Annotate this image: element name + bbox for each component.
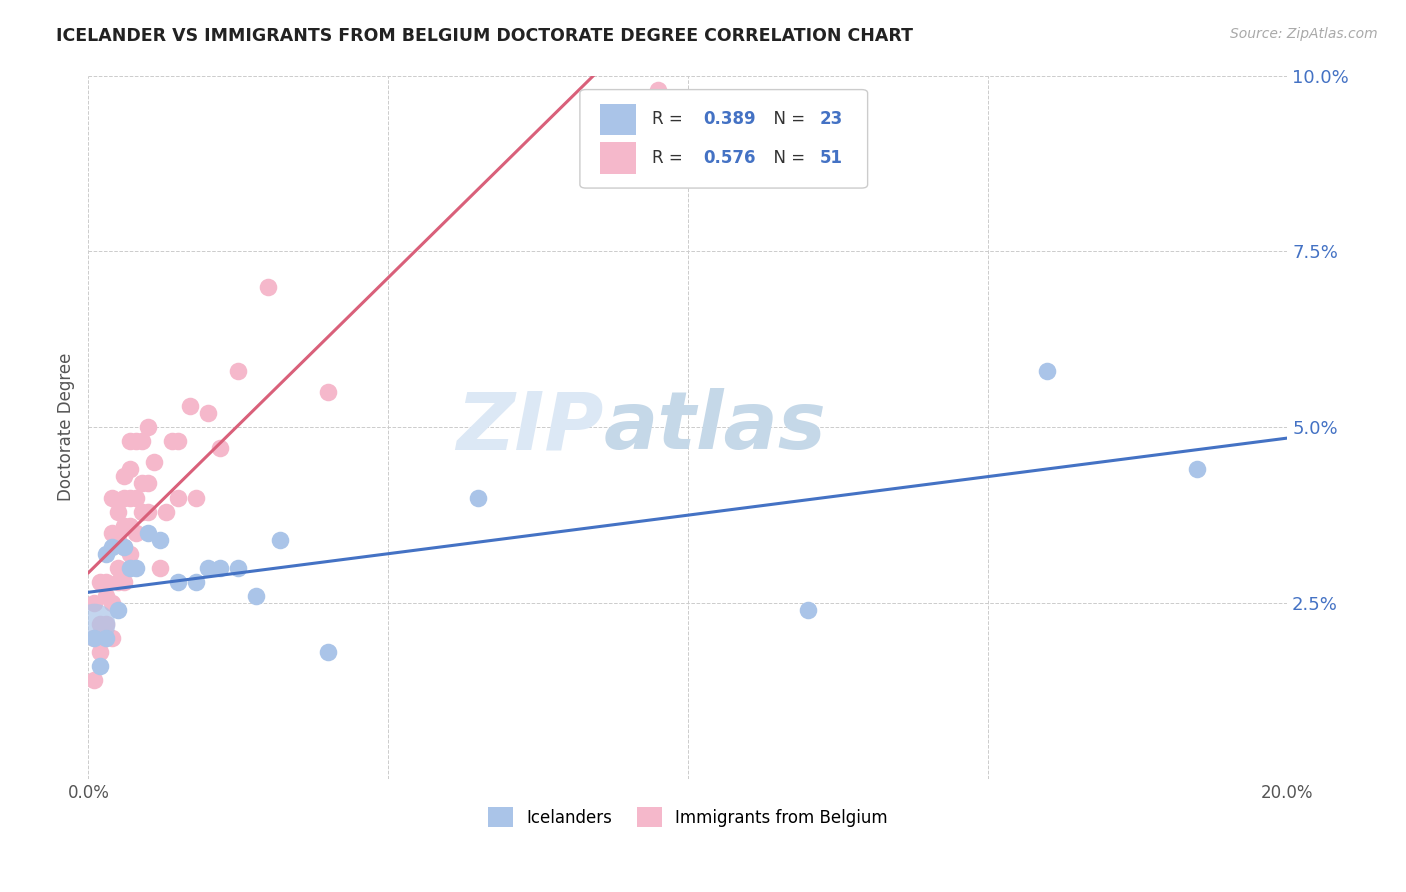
- Point: [120, 518, 142, 533]
- Point: [226, 561, 249, 575]
- Point: [96, 589, 118, 603]
- Point: [647, 82, 669, 96]
- Point: [89, 659, 111, 673]
- Point: [136, 476, 159, 491]
- Point: [83, 673, 105, 688]
- Point: [112, 574, 135, 589]
- Point: [186, 491, 208, 505]
- Point: [96, 632, 118, 646]
- Point: [162, 434, 184, 449]
- Point: [107, 603, 129, 617]
- Text: 23: 23: [820, 110, 844, 128]
- Point: [125, 525, 148, 540]
- Point: [131, 434, 153, 449]
- Point: [112, 491, 135, 505]
- Point: [155, 505, 177, 519]
- Text: atlas: atlas: [603, 388, 827, 467]
- Point: [467, 491, 489, 505]
- Point: [112, 518, 135, 533]
- Point: [83, 632, 105, 646]
- Text: ICELANDER VS IMMIGRANTS FROM BELGIUM DOCTORATE DEGREE CORRELATION CHART: ICELANDER VS IMMIGRANTS FROM BELGIUM DOC…: [56, 27, 914, 45]
- Point: [112, 469, 135, 483]
- Point: [167, 491, 190, 505]
- Point: [136, 525, 159, 540]
- Point: [107, 533, 129, 547]
- Legend: Icelanders, Immigrants from Belgium: Icelanders, Immigrants from Belgium: [481, 800, 894, 834]
- Point: [107, 574, 129, 589]
- Point: [101, 525, 124, 540]
- Point: [83, 632, 105, 646]
- Point: [120, 491, 142, 505]
- Point: [143, 455, 166, 469]
- Text: 51: 51: [820, 149, 842, 167]
- Point: [136, 505, 159, 519]
- Point: [101, 491, 124, 505]
- Point: [245, 589, 267, 603]
- Point: [96, 617, 118, 632]
- Text: ZIP: ZIP: [457, 388, 603, 467]
- Point: [107, 561, 129, 575]
- Point: [197, 561, 219, 575]
- Point: [796, 603, 818, 617]
- Text: N =: N =: [763, 149, 811, 167]
- Point: [316, 385, 339, 400]
- Point: [83, 617, 105, 632]
- Point: [197, 406, 219, 420]
- Point: [83, 596, 105, 610]
- Text: Source: ZipAtlas.com: Source: ZipAtlas.com: [1230, 27, 1378, 41]
- Point: [125, 561, 148, 575]
- Point: [131, 505, 153, 519]
- Point: [89, 574, 111, 589]
- Point: [316, 645, 339, 659]
- Text: R =: R =: [652, 149, 688, 167]
- Point: [209, 442, 232, 456]
- Point: [112, 540, 135, 554]
- Point: [120, 434, 142, 449]
- Point: [96, 632, 118, 646]
- Point: [101, 540, 124, 554]
- Point: [167, 434, 190, 449]
- Point: [209, 561, 232, 575]
- Point: [167, 574, 190, 589]
- Point: [96, 574, 118, 589]
- Point: [149, 561, 172, 575]
- Text: N =: N =: [763, 110, 811, 128]
- Text: R =: R =: [652, 110, 688, 128]
- Y-axis label: Doctorate Degree: Doctorate Degree: [58, 353, 75, 501]
- Point: [1187, 462, 1209, 476]
- Point: [101, 596, 124, 610]
- Point: [96, 547, 118, 561]
- Point: [149, 533, 172, 547]
- FancyBboxPatch shape: [600, 143, 637, 174]
- Point: [107, 505, 129, 519]
- Point: [1036, 364, 1059, 378]
- Point: [89, 617, 111, 632]
- Point: [186, 574, 208, 589]
- Point: [179, 399, 201, 413]
- Point: [257, 279, 280, 293]
- FancyBboxPatch shape: [579, 89, 868, 188]
- Text: 0.389: 0.389: [703, 110, 756, 128]
- Point: [120, 561, 142, 575]
- Text: 0.576: 0.576: [703, 149, 756, 167]
- Point: [120, 547, 142, 561]
- Point: [125, 434, 148, 449]
- Point: [136, 420, 159, 434]
- Point: [131, 476, 153, 491]
- Point: [112, 540, 135, 554]
- Point: [125, 491, 148, 505]
- Point: [226, 364, 249, 378]
- Point: [101, 632, 124, 646]
- Point: [89, 645, 111, 659]
- Point: [120, 462, 142, 476]
- FancyBboxPatch shape: [600, 103, 637, 136]
- Point: [269, 533, 291, 547]
